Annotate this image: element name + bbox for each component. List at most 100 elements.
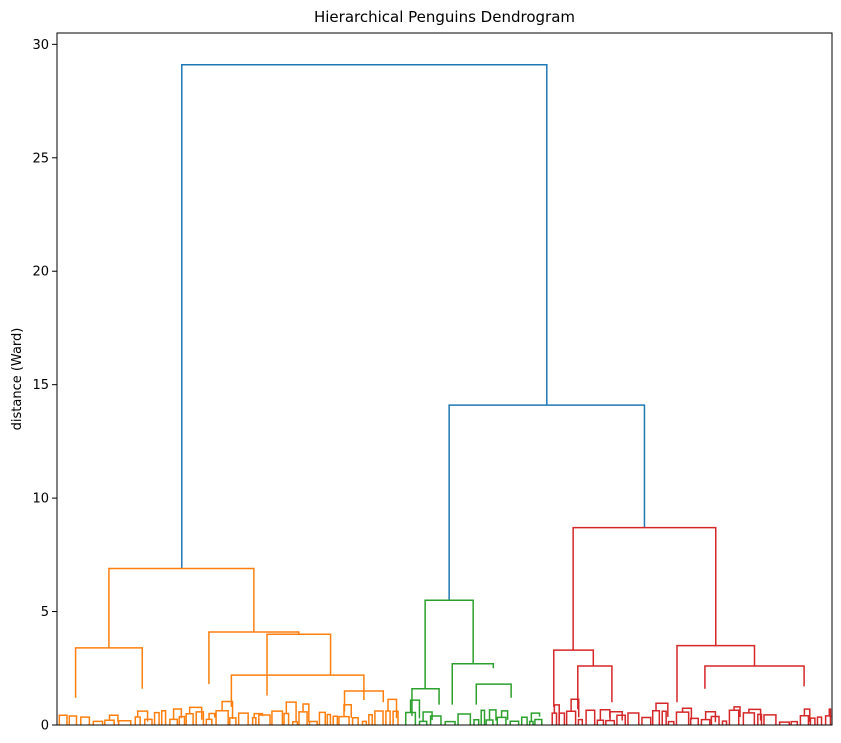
dendrogram-leaf-link <box>229 717 237 725</box>
dendrogram-link <box>424 599 474 689</box>
dendrogram-leaf-link <box>675 711 690 725</box>
dendrogram-leaf-link <box>763 714 777 725</box>
y-tick-label: 0 <box>41 719 49 734</box>
dendrogram-leaf-link <box>361 720 368 725</box>
y-axis: 0 5 10 15 20 25 30 <box>32 38 57 734</box>
dendrogram-leaf-link <box>208 712 216 720</box>
dendrogram-leaf-link <box>58 714 68 725</box>
dendrogram-leaf-link <box>609 710 623 721</box>
dendrogram-leaf-link <box>500 710 509 720</box>
dendrogram-leaf-link <box>728 709 740 725</box>
dendrogram-leaf-link <box>721 720 728 725</box>
dendrogram-link <box>181 64 548 569</box>
dendrogram-leaf-link <box>338 715 350 725</box>
chart-title: Hierarchical Penguins Dendrogram <box>313 8 575 26</box>
y-tick-label: 20 <box>32 265 49 280</box>
y-tick-label: 30 <box>32 38 49 53</box>
dendrogram-leaf-link <box>258 714 271 725</box>
dendrogram-leaf-link <box>799 714 810 725</box>
dendrogram-leaf-link <box>457 713 472 725</box>
y-tick-label: 15 <box>32 378 49 393</box>
dendrogram-leaf-link <box>473 719 480 725</box>
dendrogram-leaf-link <box>302 703 310 723</box>
dendrogram-leaf-link <box>520 716 528 725</box>
dendrogram-leaf-link <box>803 708 811 723</box>
dendrogram-leaf-link <box>558 712 566 725</box>
dendrogram-leaf-link <box>143 718 153 725</box>
dendrogram-leaf-link <box>185 713 194 725</box>
dendrogram-leaf-link <box>828 708 832 718</box>
dendrogram-leaf-link <box>283 712 290 725</box>
dendrogram-leaf-link <box>387 698 398 719</box>
dendrogram-link <box>266 633 332 696</box>
dendrogram-link <box>343 690 385 712</box>
dendrogram-link <box>448 404 646 601</box>
dendrogram-leaf-link <box>80 716 91 725</box>
dendrogram-link <box>704 665 805 689</box>
dendrogram-leaf-link <box>733 706 741 718</box>
dendrogram-leaf-link <box>488 709 497 721</box>
dendrogram-leaf-link <box>689 717 700 725</box>
dendrogram-leaf-link <box>308 720 318 725</box>
dendrogram-leaf-link <box>169 718 179 725</box>
dendrogram-leaf-link <box>641 716 652 725</box>
dendrogram-leaf-link <box>326 713 332 725</box>
dendrogram-leaf-link <box>681 707 693 720</box>
dendrogram-leaf-link <box>496 716 507 725</box>
y-tick-label: 5 <box>41 605 49 620</box>
dendrogram-leaf-link <box>528 720 534 725</box>
dendrogram-leaf-link <box>285 701 297 722</box>
dendrogram-leaf-link <box>530 712 541 722</box>
plot-frame <box>56 32 833 726</box>
dendrogram-leaf-link <box>661 710 667 725</box>
dendrogram-leaf-link <box>92 720 104 725</box>
dendrogram-leaf-link <box>291 721 299 725</box>
dendrogram-leaf-link <box>134 716 141 725</box>
dendrogram-leaf-link <box>551 712 558 725</box>
dendrogram-leaf-link <box>405 711 417 725</box>
dendrogram-leaf-link <box>667 720 675 725</box>
dendrogram-leaf-link <box>599 708 611 721</box>
dendrogram-leaf-link <box>509 720 520 725</box>
dendrogram-leaf-link <box>816 716 823 725</box>
dendrogram-leaf-link <box>627 712 640 725</box>
dendrogram-leaf-link <box>577 718 584 725</box>
dendrogram-leaf-link <box>385 710 391 725</box>
dendrogram-leaf-link <box>188 706 203 720</box>
dendrogram-leaf-link <box>343 704 353 718</box>
dendrogram-leaf-link <box>215 709 229 725</box>
dendrogram-leaf-link <box>596 719 605 725</box>
dendrogram-leaf-link <box>534 718 543 725</box>
dendrogram-leaf-link <box>368 714 373 725</box>
dendrogram-link <box>572 526 717 651</box>
dendrogram-leaf-link <box>616 714 626 725</box>
dendrogram-leaf-link <box>117 720 132 725</box>
y-axis-label: distance (Ward) <box>10 328 25 431</box>
dendrogram-leaf-link <box>205 718 213 725</box>
dendrogram-leaf-link <box>104 719 115 725</box>
dendrogram-leaf-link <box>605 719 616 725</box>
dendrogram-link <box>577 665 613 710</box>
dendrogram-leaf-link <box>392 710 399 725</box>
dendrogram-link <box>108 567 255 648</box>
dendrogram-leaf-link <box>298 711 308 725</box>
dendrogram-link <box>676 644 756 703</box>
dendrogram-leaf-link <box>271 710 284 725</box>
dendrogram-links <box>58 64 832 725</box>
dendrogram-link <box>208 631 300 685</box>
dendrogram-leaf-link <box>351 717 359 725</box>
dendrogram-link <box>230 674 365 707</box>
dendrogram-leaf-link <box>444 720 456 725</box>
dendrogram-link <box>451 662 495 705</box>
dendrogram-leaf-link <box>790 720 799 725</box>
dendrogram-leaf-link <box>565 710 577 725</box>
dendrogram-leaf-link <box>418 720 428 725</box>
dendrogram-leaf-link <box>778 721 790 725</box>
y-tick-label: 10 <box>32 492 49 507</box>
dendrogram-leaf-link <box>374 710 384 725</box>
dendrogram-leaf-link <box>178 715 186 725</box>
dendrogram-leaf-link <box>655 702 669 717</box>
dendrogram-leaf-link <box>757 713 763 725</box>
dendrogram-leaf-link <box>136 710 149 722</box>
